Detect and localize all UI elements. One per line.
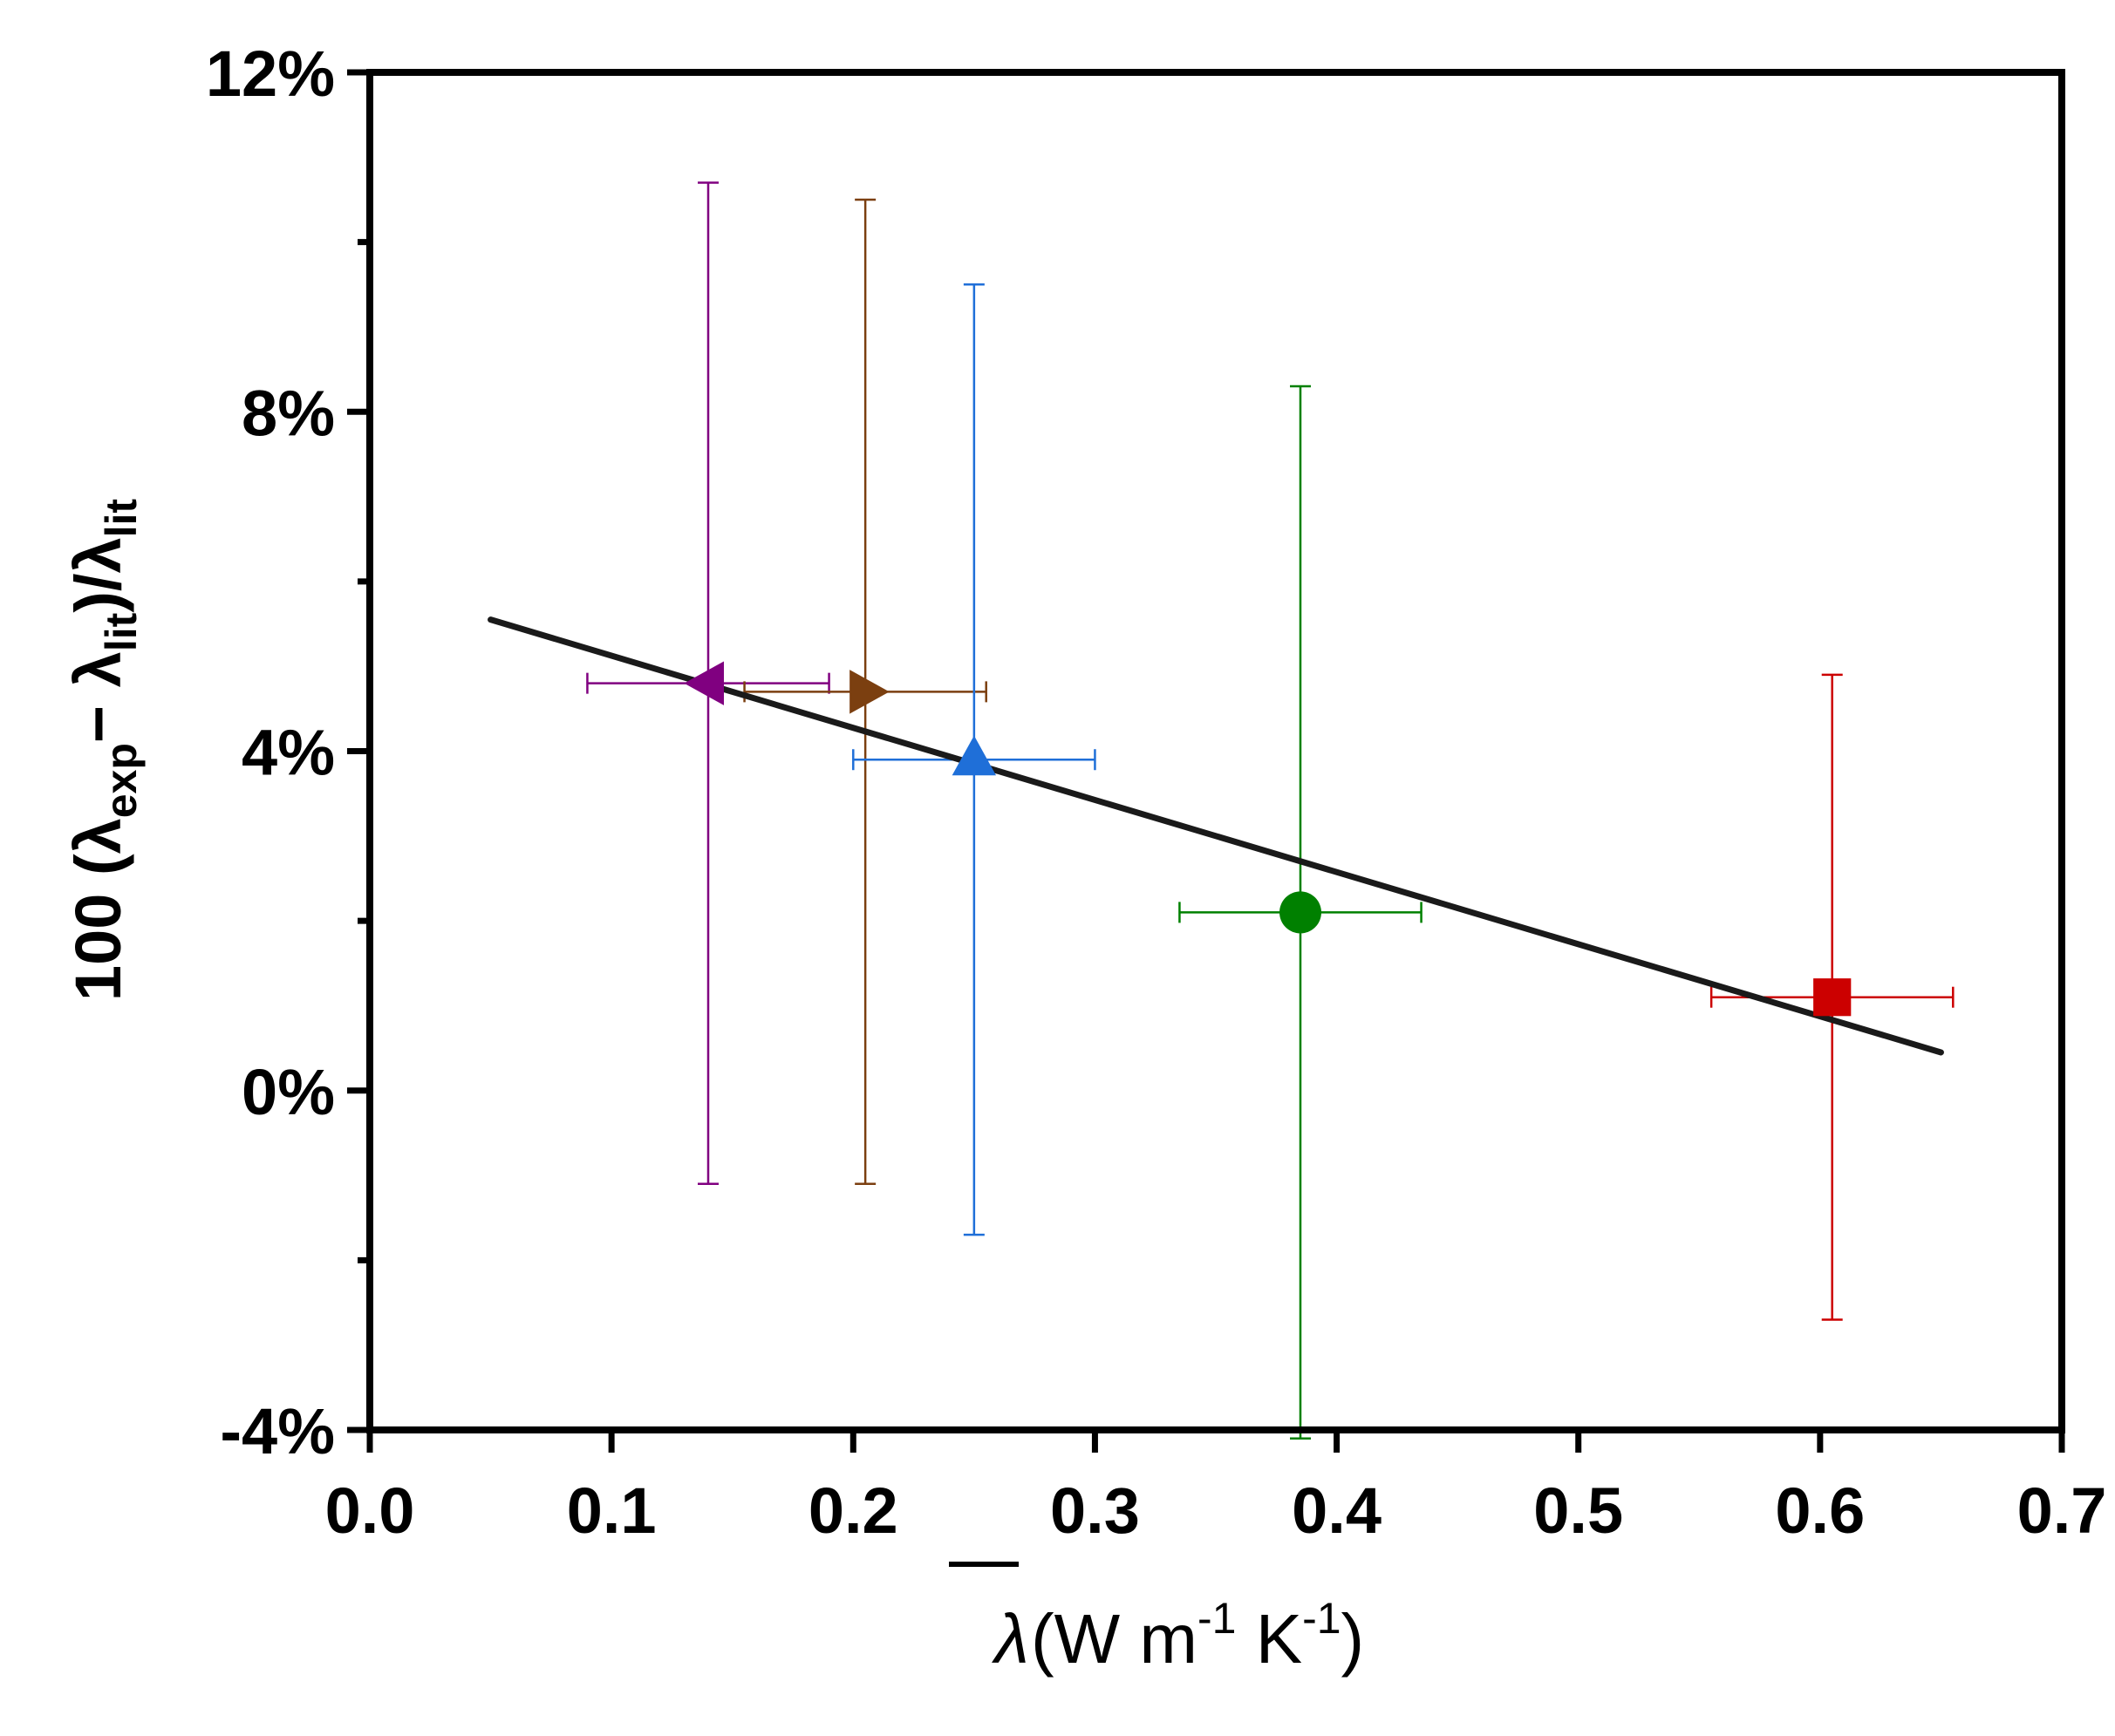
x-tick-label: 0.3 [1050, 1474, 1140, 1547]
svg-text:(W m-1 K-1): (W m-1 K-1) [1031, 1594, 1364, 1678]
axis-ticks: 0.0 0.1 0.2 0.3 0.4 0.5 0.6 0.7 -4% 0% 4% 8% 12% [206, 37, 2107, 1547]
y-tick-label: -4% [220, 1395, 335, 1467]
x-tick-label: 0.6 [1775, 1474, 1865, 1547]
fit-line [488, 616, 1944, 1056]
point-up-triangle [952, 735, 997, 776]
x-axis-title: λ (W m-1 K-1) [949, 1562, 1364, 1678]
x-tick-label: 0.2 [808, 1474, 898, 1547]
x-tick-label: 0.1 [567, 1474, 657, 1547]
x-axis-title-units: (W m [1031, 1600, 1197, 1678]
plot-marks [488, 181, 1955, 1440]
point-square [1813, 978, 1852, 1017]
y-tick-label: 0% [242, 1056, 335, 1128]
x-axis-title-symbol: λ [992, 1600, 1029, 1678]
x-tick-label: 0.5 [1533, 1474, 1623, 1547]
y-axis-title: 100 (λexp− λlit)/λlit [62, 499, 146, 1002]
y-tick-label: 12% [206, 37, 335, 110]
y-tick-label: 4% [242, 717, 335, 789]
x-tick-label: 0.0 [325, 1474, 415, 1547]
point-left-triangle [684, 661, 724, 705]
point-circle [1279, 891, 1321, 934]
plot-frame [366, 69, 2065, 1433]
x-tick-label: 0.4 [1292, 1474, 1382, 1547]
point-right-triangle [849, 670, 890, 714]
x-tick-label: 0.7 [2017, 1474, 2107, 1547]
y-tick-label: 8% [242, 377, 335, 449]
